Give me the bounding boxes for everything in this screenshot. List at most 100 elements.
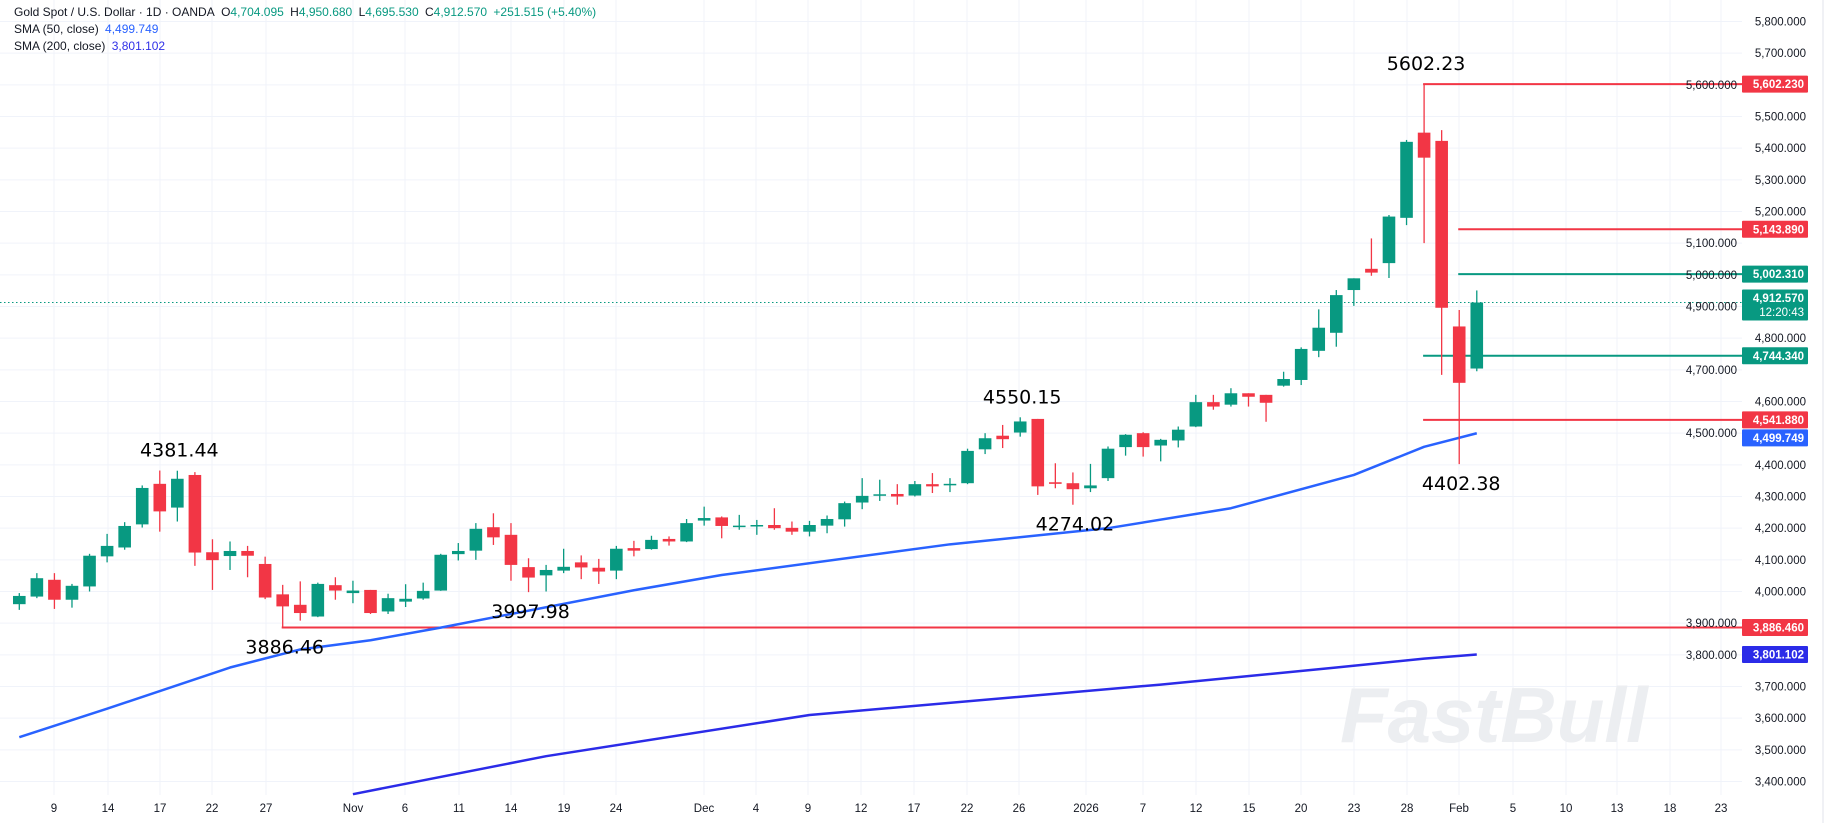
candle-up bbox=[820, 518, 834, 526]
price-tick-label: 3,600.000 bbox=[1755, 713, 1806, 725]
price-tick-label: 4,300.000 bbox=[1755, 492, 1806, 504]
candle-up bbox=[610, 548, 623, 571]
candle-down bbox=[715, 517, 728, 526]
date-tick-label: 14 bbox=[505, 803, 518, 815]
date-tick-label: 7 bbox=[1140, 803, 1146, 815]
price-tick-label: 4,400.000 bbox=[1755, 460, 1806, 472]
candle-down bbox=[188, 474, 202, 553]
date-tick-label: 19 bbox=[558, 803, 571, 815]
candle-up bbox=[1171, 429, 1185, 441]
candle-up bbox=[961, 450, 974, 484]
candle-up bbox=[803, 525, 816, 532]
price-tick-label: 4,200.000 bbox=[1755, 523, 1806, 535]
candle-down bbox=[926, 484, 939, 487]
price-tick-label: 5,000.000 bbox=[1686, 270, 1737, 282]
price-annotation: 4381.44 bbox=[140, 440, 219, 462]
price-tick-label: 4,500.000 bbox=[1686, 428, 1737, 440]
low-label: L bbox=[358, 5, 366, 19]
level-price-label-text: 3,886.460 bbox=[1753, 622, 1804, 634]
sma50-price-label bbox=[1742, 429, 1808, 447]
level-price-label bbox=[1742, 265, 1808, 283]
candle-up bbox=[118, 525, 131, 548]
candle-down bbox=[153, 483, 167, 512]
date-tick-label: Feb bbox=[1449, 803, 1469, 815]
sma200-value: 3,801.102 bbox=[111, 39, 166, 53]
price-annotation: 5602.23 bbox=[1387, 53, 1466, 75]
open-label: O bbox=[221, 5, 231, 19]
last-price-label-text: 4,912.570 bbox=[1753, 293, 1804, 305]
candle-up bbox=[908, 484, 922, 496]
price-tick-label: 5,700.000 bbox=[1755, 48, 1806, 60]
candle-down bbox=[487, 527, 500, 538]
candle-down bbox=[1259, 394, 1273, 403]
time-axis[interactable]: 9 14 17 22 27 Nov 6 11 14 19 24 Dec 4 9 12 17 22 26 2026 7 1… bbox=[51, 803, 1728, 815]
high-label: H bbox=[290, 5, 299, 19]
candle-up bbox=[399, 598, 412, 602]
candle-up bbox=[873, 494, 887, 496]
sma200-line bbox=[352, 653, 1477, 796]
sma50-price-label-text: 4,499.749 bbox=[1753, 433, 1804, 445]
countdown-timer: 12:20:43 bbox=[1759, 307, 1804, 319]
price-tick-label: 4,800.000 bbox=[1755, 333, 1806, 345]
price-tick-label: 4,600.000 bbox=[1755, 397, 1806, 409]
candle-down bbox=[627, 548, 641, 551]
candle-up bbox=[416, 590, 430, 599]
candle-up bbox=[1330, 295, 1343, 333]
candle-up bbox=[223, 550, 237, 557]
candle-up bbox=[469, 528, 483, 551]
candle-up bbox=[1101, 448, 1115, 479]
level-price-label bbox=[1742, 75, 1808, 93]
price-tick-label: 4,100.000 bbox=[1755, 555, 1806, 567]
sma50-legend-row[interactable]: SMA (50, close) 4,499.749 bbox=[14, 21, 599, 38]
candle-up bbox=[1470, 302, 1484, 369]
level-price-label bbox=[1742, 347, 1808, 365]
candle-down bbox=[891, 493, 904, 497]
candle-up bbox=[750, 525, 764, 527]
candle-up bbox=[838, 503, 851, 520]
date-tick-label: 15 bbox=[1243, 803, 1256, 815]
sma50-label: SMA (50, close) bbox=[14, 22, 99, 36]
price-tick-label: 3,900.000 bbox=[1686, 618, 1737, 630]
candle-up bbox=[100, 545, 114, 557]
price-tick-label: 5,600.000 bbox=[1686, 80, 1737, 92]
sma200-legend-row[interactable]: SMA (200, close) 3,801.102 bbox=[14, 38, 599, 55]
date-tick-label: 17 bbox=[908, 803, 921, 815]
candle-down bbox=[1136, 433, 1150, 448]
price-axis[interactable]: 5,800.000 5,700.000 5,600.000 5,500.000 5,40… bbox=[1686, 17, 1806, 789]
level-price-label-text: 5,002.310 bbox=[1753, 269, 1804, 281]
candle-up bbox=[1119, 434, 1132, 448]
candle-down bbox=[1452, 326, 1466, 383]
candle-up bbox=[65, 585, 79, 600]
symbol-legend-row[interactable]: Gold Spot / U.S. Dollar · 1D · OANDA O4,… bbox=[14, 4, 599, 21]
candle-down bbox=[241, 550, 254, 556]
candle-up bbox=[697, 518, 711, 521]
candle-down bbox=[258, 563, 272, 598]
level-price-label-text: 5,143.890 bbox=[1753, 224, 1804, 236]
date-tick-label: Dec bbox=[694, 803, 715, 815]
candle-down bbox=[1365, 268, 1378, 273]
candle-down bbox=[206, 552, 219, 561]
level-price-label-text: 4,541.880 bbox=[1753, 415, 1804, 427]
candle-up bbox=[13, 595, 26, 605]
price-tick-label: 5,800.000 bbox=[1755, 17, 1806, 29]
candle-up bbox=[978, 438, 992, 450]
candle-down bbox=[504, 534, 518, 565]
candle-up bbox=[1013, 421, 1027, 433]
date-tick-label: 24 bbox=[610, 803, 623, 815]
candle-down bbox=[996, 435, 1009, 440]
price-tick-label: 4,900.000 bbox=[1686, 302, 1737, 314]
date-tick-label: 18 bbox=[1664, 803, 1677, 815]
chart-legend: Gold Spot / U.S. Dollar · 1D · OANDA O4,… bbox=[14, 4, 599, 55]
date-tick-label: 2026 bbox=[1073, 803, 1099, 815]
candle-down bbox=[1207, 402, 1220, 407]
date-tick-label: 27 bbox=[260, 803, 273, 815]
price-tick-label: 3,700.000 bbox=[1755, 682, 1806, 694]
high-value: 4,950.680 bbox=[298, 5, 353, 19]
candle-up bbox=[434, 554, 448, 591]
candle-down bbox=[1031, 418, 1045, 487]
candle-up bbox=[1312, 327, 1326, 351]
candle-down bbox=[293, 604, 307, 614]
candle-down bbox=[1417, 132, 1431, 158]
sma200-price-label-text: 3,801.102 bbox=[1753, 649, 1804, 661]
